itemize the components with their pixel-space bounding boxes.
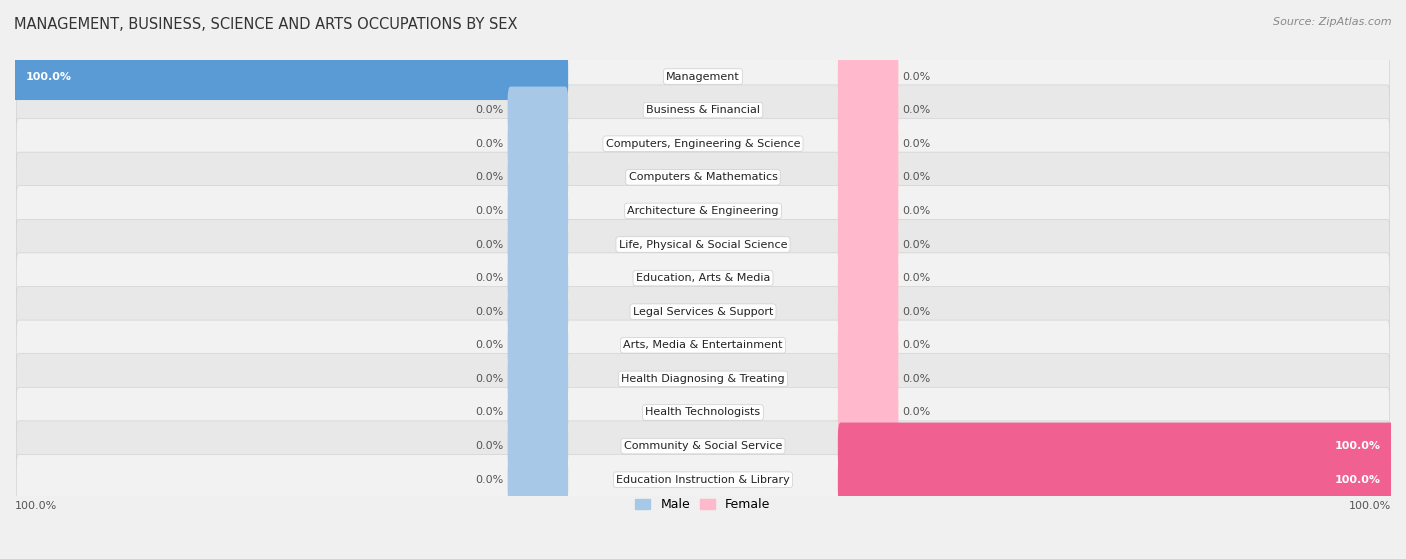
Text: 0.0%: 0.0% — [903, 307, 931, 317]
Text: 100.0%: 100.0% — [1334, 441, 1381, 451]
FancyBboxPatch shape — [17, 85, 1389, 135]
Legend: Male, Female: Male, Female — [630, 494, 776, 517]
Text: 0.0%: 0.0% — [903, 273, 931, 283]
Text: 100.0%: 100.0% — [25, 72, 72, 82]
Text: Education Instruction & Library: Education Instruction & Library — [616, 475, 790, 485]
Text: Education, Arts & Media: Education, Arts & Media — [636, 273, 770, 283]
Text: 0.0%: 0.0% — [475, 475, 503, 485]
Text: 0.0%: 0.0% — [475, 206, 503, 216]
FancyBboxPatch shape — [508, 423, 568, 470]
FancyBboxPatch shape — [508, 389, 568, 436]
FancyBboxPatch shape — [508, 120, 568, 167]
Text: Community & Social Service: Community & Social Service — [624, 441, 782, 451]
FancyBboxPatch shape — [17, 152, 1389, 202]
FancyBboxPatch shape — [17, 186, 1389, 236]
FancyBboxPatch shape — [17, 51, 1389, 102]
FancyBboxPatch shape — [838, 221, 898, 268]
FancyBboxPatch shape — [508, 288, 568, 335]
Text: 0.0%: 0.0% — [903, 72, 931, 82]
Text: Health Diagnosing & Treating: Health Diagnosing & Treating — [621, 374, 785, 384]
Text: 0.0%: 0.0% — [475, 239, 503, 249]
FancyBboxPatch shape — [17, 421, 1389, 471]
FancyBboxPatch shape — [838, 87, 898, 134]
Text: 0.0%: 0.0% — [903, 139, 931, 149]
FancyBboxPatch shape — [17, 387, 1389, 438]
FancyBboxPatch shape — [508, 87, 568, 134]
Text: 0.0%: 0.0% — [903, 340, 931, 350]
FancyBboxPatch shape — [838, 456, 1393, 503]
FancyBboxPatch shape — [17, 253, 1389, 304]
FancyBboxPatch shape — [17, 454, 1389, 505]
Text: 0.0%: 0.0% — [475, 139, 503, 149]
FancyBboxPatch shape — [508, 187, 568, 234]
FancyBboxPatch shape — [838, 120, 898, 167]
Text: Source: ZipAtlas.com: Source: ZipAtlas.com — [1274, 17, 1392, 27]
FancyBboxPatch shape — [508, 154, 568, 201]
Text: Management: Management — [666, 72, 740, 82]
Text: Computers & Mathematics: Computers & Mathematics — [628, 172, 778, 182]
Text: 0.0%: 0.0% — [475, 408, 503, 418]
FancyBboxPatch shape — [508, 221, 568, 268]
Text: MANAGEMENT, BUSINESS, SCIENCE AND ARTS OCCUPATIONS BY SEX: MANAGEMENT, BUSINESS, SCIENCE AND ARTS O… — [14, 17, 517, 32]
Text: Arts, Media & Entertainment: Arts, Media & Entertainment — [623, 340, 783, 350]
Text: Architecture & Engineering: Architecture & Engineering — [627, 206, 779, 216]
FancyBboxPatch shape — [838, 423, 1393, 470]
FancyBboxPatch shape — [13, 53, 568, 100]
Text: 0.0%: 0.0% — [903, 408, 931, 418]
Text: 0.0%: 0.0% — [475, 340, 503, 350]
Text: 0.0%: 0.0% — [903, 374, 931, 384]
Text: Life, Physical & Social Science: Life, Physical & Social Science — [619, 239, 787, 249]
Text: 0.0%: 0.0% — [475, 273, 503, 283]
FancyBboxPatch shape — [838, 356, 898, 402]
Text: Computers, Engineering & Science: Computers, Engineering & Science — [606, 139, 800, 149]
Text: 100.0%: 100.0% — [1348, 500, 1391, 510]
Text: Business & Financial: Business & Financial — [645, 105, 761, 115]
FancyBboxPatch shape — [838, 53, 898, 100]
Text: 0.0%: 0.0% — [475, 172, 503, 182]
FancyBboxPatch shape — [508, 456, 568, 503]
Text: 0.0%: 0.0% — [903, 239, 931, 249]
Text: 0.0%: 0.0% — [475, 441, 503, 451]
Text: 0.0%: 0.0% — [475, 307, 503, 317]
Text: 0.0%: 0.0% — [475, 374, 503, 384]
Text: 0.0%: 0.0% — [903, 105, 931, 115]
Text: 100.0%: 100.0% — [15, 500, 58, 510]
FancyBboxPatch shape — [838, 154, 898, 201]
FancyBboxPatch shape — [838, 254, 898, 302]
FancyBboxPatch shape — [838, 322, 898, 369]
Text: 100.0%: 100.0% — [1334, 475, 1381, 485]
FancyBboxPatch shape — [17, 219, 1389, 269]
Text: Health Technologists: Health Technologists — [645, 408, 761, 418]
FancyBboxPatch shape — [17, 119, 1389, 169]
FancyBboxPatch shape — [17, 354, 1389, 404]
FancyBboxPatch shape — [838, 288, 898, 335]
FancyBboxPatch shape — [508, 322, 568, 369]
Text: Legal Services & Support: Legal Services & Support — [633, 307, 773, 317]
FancyBboxPatch shape — [17, 287, 1389, 337]
FancyBboxPatch shape — [508, 356, 568, 402]
Text: 0.0%: 0.0% — [903, 172, 931, 182]
FancyBboxPatch shape — [508, 254, 568, 302]
FancyBboxPatch shape — [17, 320, 1389, 371]
Text: 0.0%: 0.0% — [475, 105, 503, 115]
FancyBboxPatch shape — [838, 187, 898, 234]
FancyBboxPatch shape — [838, 389, 898, 436]
Text: 0.0%: 0.0% — [903, 206, 931, 216]
